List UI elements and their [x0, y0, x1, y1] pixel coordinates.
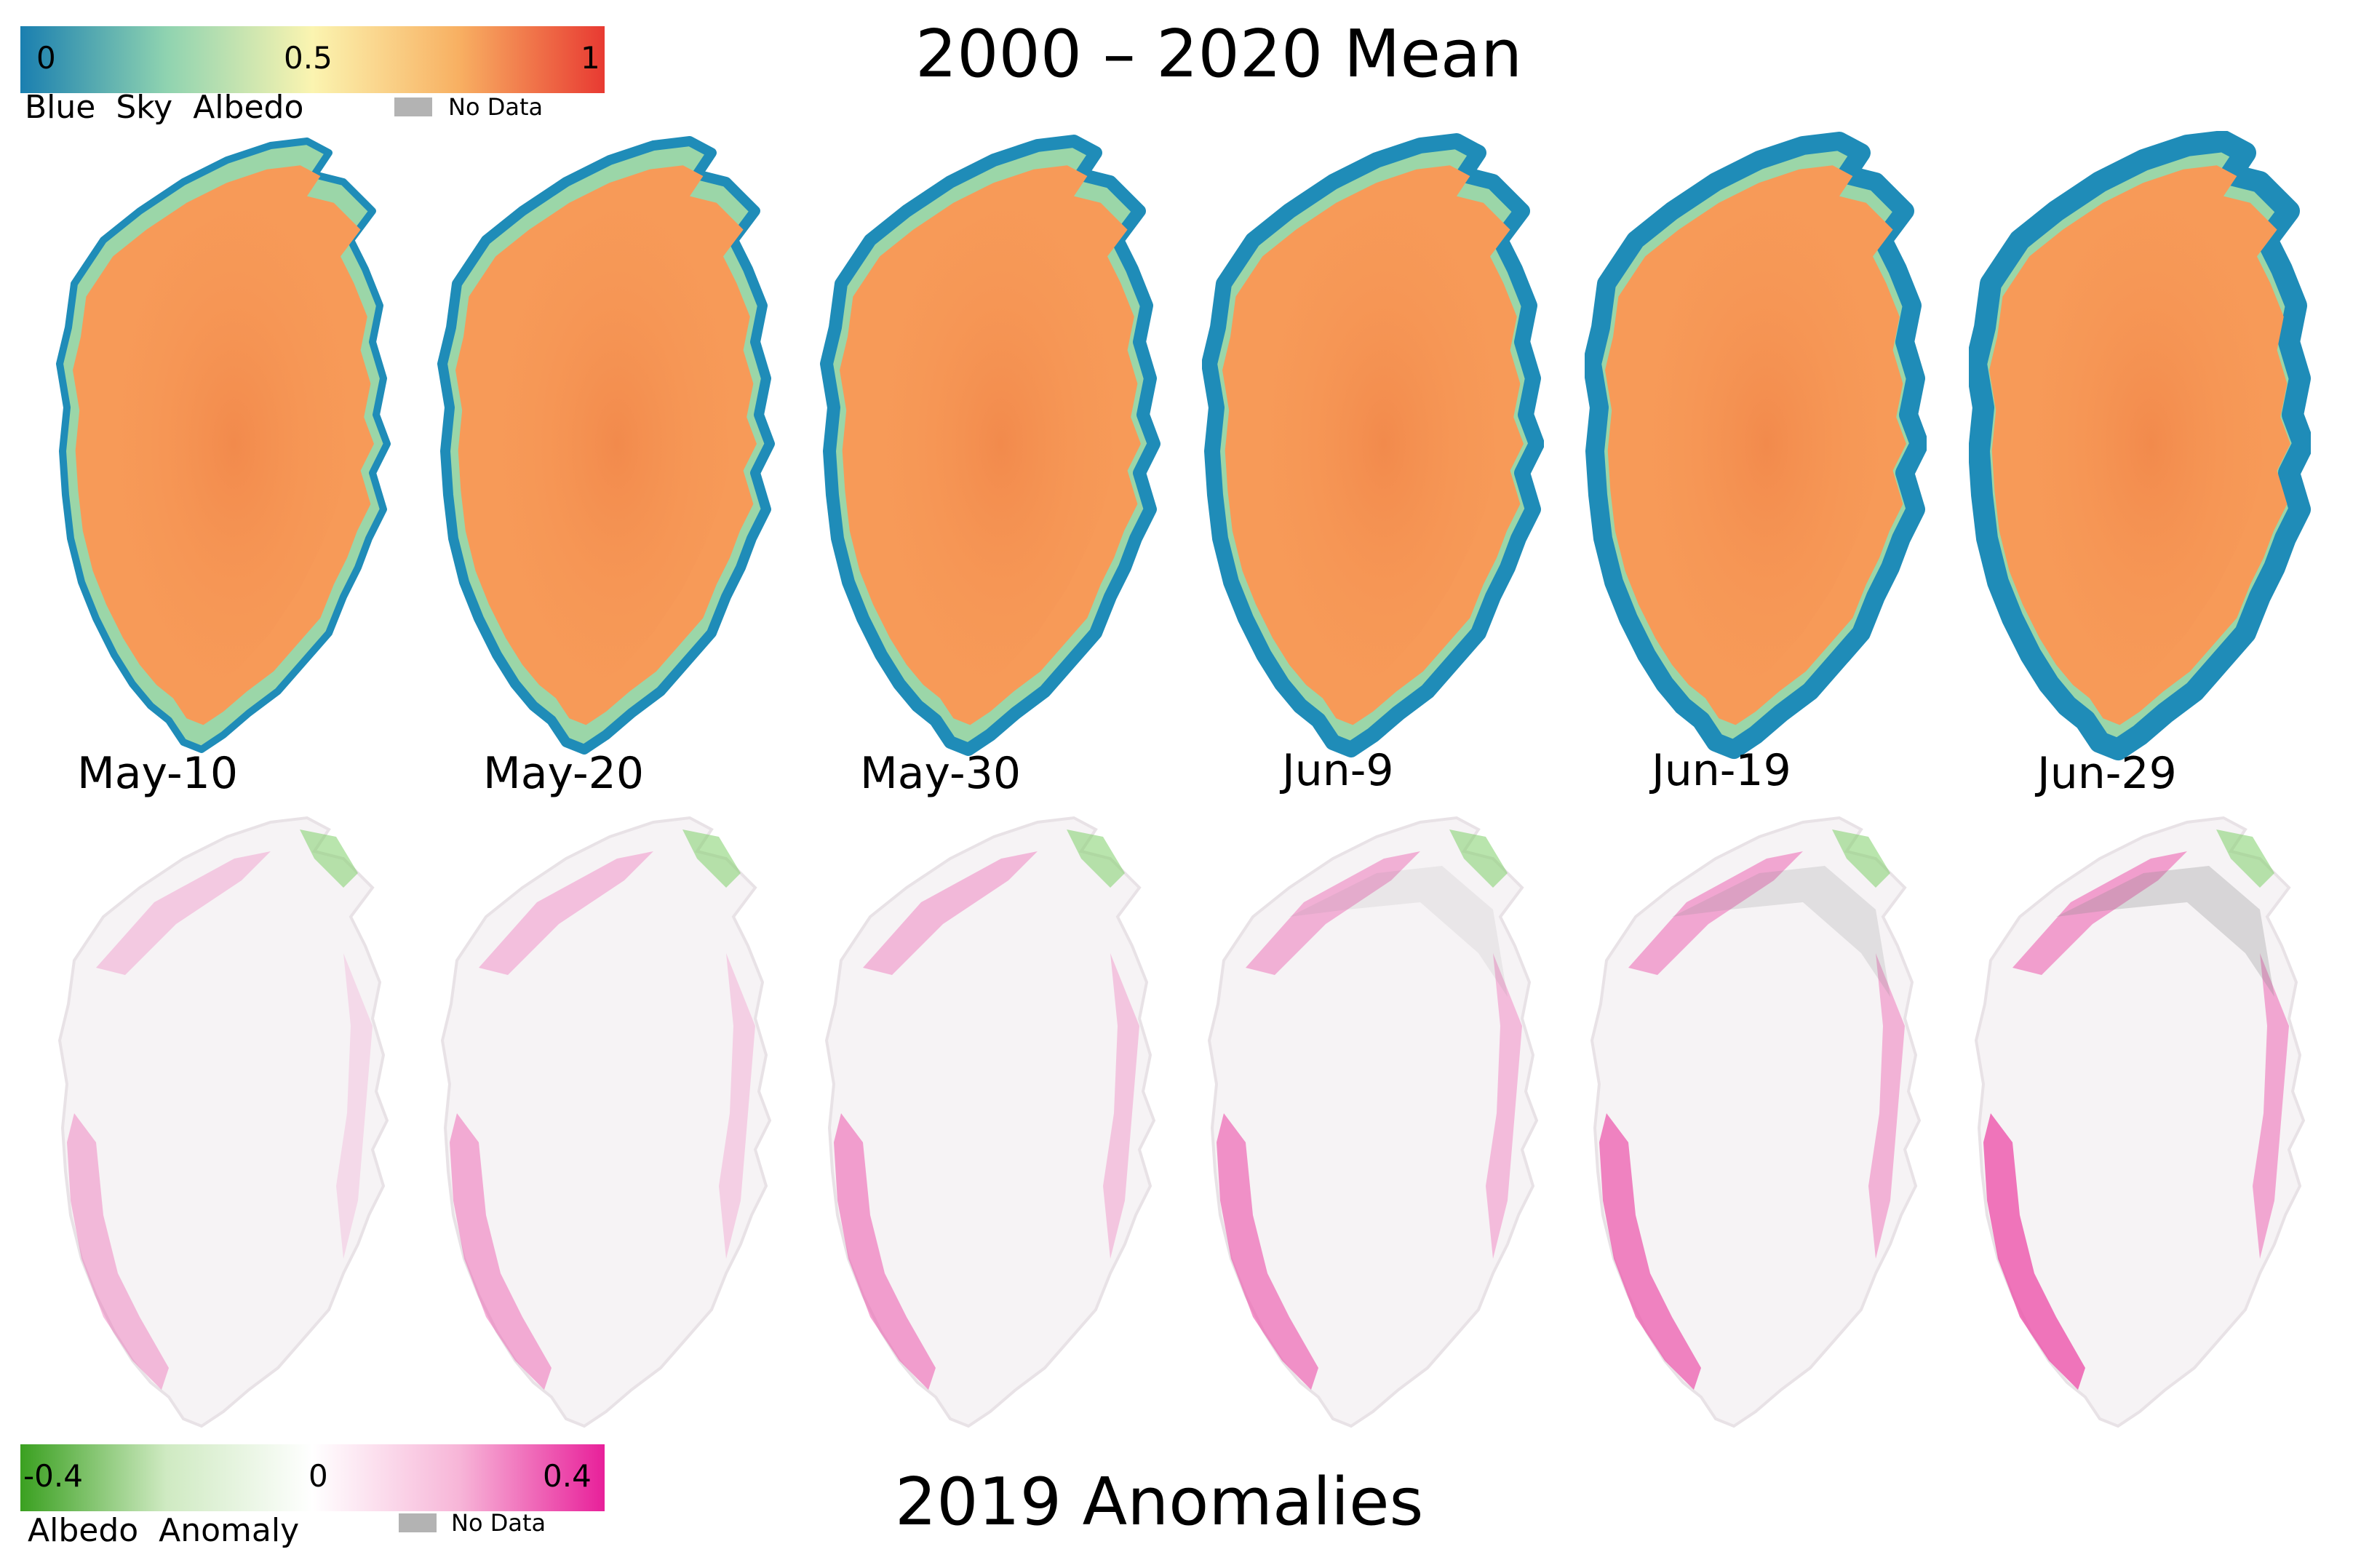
albedo-tick-mid: 0.5	[284, 40, 333, 76]
nodata-label-bottom: No Data	[451, 1509, 546, 1537]
anomaly-tick-max: 0.4	[543, 1458, 592, 1494]
anomaly-outline	[824, 816, 1156, 1428]
anomaly-green-patch	[1832, 829, 1890, 888]
anomaly-tick-min: -0.4	[23, 1458, 83, 1494]
ice-sheet-interior	[1650, 204, 1883, 684]
anomaly-north-margin	[2012, 851, 2187, 975]
anomaly-green-patch	[300, 829, 358, 888]
mean-map-jun-19	[1585, 131, 1927, 764]
date-label-jun-29: Jun-29	[2037, 748, 2177, 799]
ice-sheet-interior	[885, 204, 1118, 684]
mean-map-jun-9	[1202, 131, 1544, 764]
date-label-jun-9: Jun-9	[1282, 745, 1394, 796]
albedo-tick-max: 1	[581, 40, 600, 76]
anomaly-map-jun-29	[1969, 808, 2311, 1441]
anomaly-west-margin	[834, 1113, 936, 1390]
nodata-patch	[1289, 866, 1508, 997]
anomaly-green-patch	[1449, 829, 1508, 888]
nodata-patch	[1672, 866, 1890, 997]
date-label-may-10: May-10	[77, 748, 238, 799]
anomaly-north-margin	[479, 851, 653, 975]
anomaly-map-jun-9	[1202, 808, 1544, 1441]
anomaly-map-jun-19	[1585, 808, 1927, 1441]
ice-sheet-interior	[501, 204, 733, 684]
mean-map-jun-29	[1969, 131, 2311, 764]
anomaly-west-margin	[1983, 1113, 2085, 1390]
anomaly-east-margin	[719, 953, 755, 1259]
anomaly-green-patch	[2216, 829, 2274, 888]
anomaly-north-margin	[96, 851, 271, 975]
anomaly-tick-mid: 0	[308, 1458, 328, 1494]
anomaly-west-margin	[67, 1113, 169, 1390]
anomaly-outline	[57, 816, 389, 1428]
anomalies-title: 2019 Anomalies	[895, 1464, 1424, 1540]
mean-map-may-10	[52, 131, 394, 764]
albedo-legend-caption: Blue Sky Albedo	[25, 89, 304, 126]
anomaly-west-margin	[1599, 1113, 1701, 1390]
anomaly-east-margin	[1486, 953, 1522, 1259]
anomaly-east-margin	[2253, 953, 2289, 1259]
anomaly-map-may-30	[819, 808, 1161, 1441]
anomaly-colorbar: -0.4 0 0.4	[20, 1444, 605, 1511]
anomaly-legend-caption: Albedo Anomaly	[28, 1512, 300, 1549]
mean-map-may-20	[435, 131, 777, 764]
date-label-jun-19: Jun-19	[1652, 745, 1791, 796]
albedo-tick-min: 0	[36, 40, 56, 76]
anomaly-west-margin	[1217, 1113, 1318, 1390]
anomaly-green-patch	[1067, 829, 1125, 888]
anomaly-north-margin	[1246, 851, 1420, 975]
date-label-may-30: May-30	[860, 748, 1021, 799]
anomaly-green-patch	[682, 829, 741, 888]
nodata-patch	[2056, 866, 2274, 997]
anomaly-north-margin	[863, 851, 1038, 975]
nodata-swatch-top	[394, 97, 432, 116]
anomaly-west-margin	[450, 1113, 552, 1390]
date-label-may-20: May-20	[483, 748, 644, 799]
nodata-label-top: No Data	[448, 93, 544, 121]
nodata-swatch-bottom	[399, 1513, 437, 1532]
anomaly-outline	[440, 816, 772, 1428]
anomaly-map-may-10	[52, 808, 394, 1441]
mean-title: 2000 – 2020 Mean	[915, 16, 1523, 92]
anomaly-map-may-20	[435, 808, 777, 1441]
ice-sheet-interior	[118, 204, 351, 684]
anomaly-north-margin	[1628, 851, 1803, 975]
anomaly-east-margin	[1868, 953, 1905, 1259]
ice-sheet-interior	[1267, 204, 1500, 684]
albedo-colorbar: 0 0.5 1	[20, 26, 605, 93]
mean-map-may-30	[819, 131, 1161, 764]
ice-sheet-interior	[2034, 204, 2267, 684]
anomaly-east-margin	[336, 953, 373, 1259]
anomaly-east-margin	[1103, 953, 1139, 1259]
